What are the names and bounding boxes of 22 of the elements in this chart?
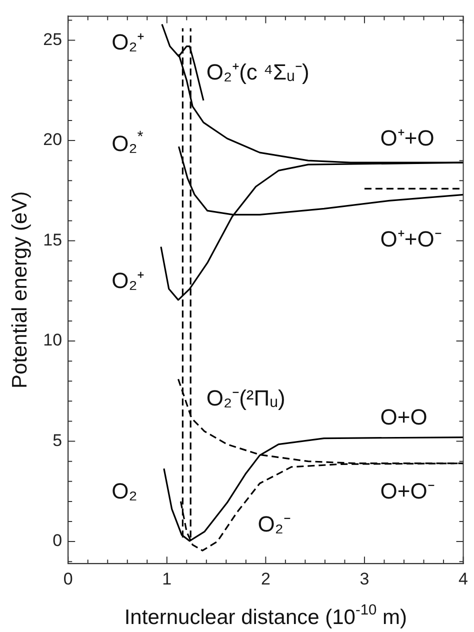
y-tick-label: 5: [52, 430, 62, 450]
annotation: O₂⁺(c ⁴Σᵤ⁻): [206, 60, 310, 85]
annotation: O₂⁻(²Πᵤ): [206, 385, 286, 410]
annotation: O+O: [380, 404, 428, 430]
annotation: O⁺+O: [380, 125, 434, 150]
x-tick-label: 2: [260, 569, 270, 588]
y-tick-label: 15: [43, 230, 62, 250]
x-tick-label: 1: [162, 569, 172, 588]
annotation: O⁺+O⁻: [380, 226, 442, 252]
x-tick-label: 4: [458, 569, 468, 588]
x-tick-label: 3: [360, 569, 370, 588]
annotation: O₂⁻: [258, 511, 290, 536]
annotation: O₂⁺: [112, 30, 144, 55]
annotation: O₂: [112, 478, 138, 504]
y-tick-label: 25: [43, 30, 62, 49]
y-tick-label: 20: [43, 130, 62, 150]
y-tick-label: 0: [52, 531, 62, 550]
y-axis-title: Potential energy (eV): [8, 191, 32, 389]
annotation: O₂*: [112, 128, 144, 156]
annotation: O₂⁺: [112, 268, 144, 293]
annotation: O+O⁻: [380, 478, 434, 504]
y-tick-label: 10: [43, 330, 62, 350]
